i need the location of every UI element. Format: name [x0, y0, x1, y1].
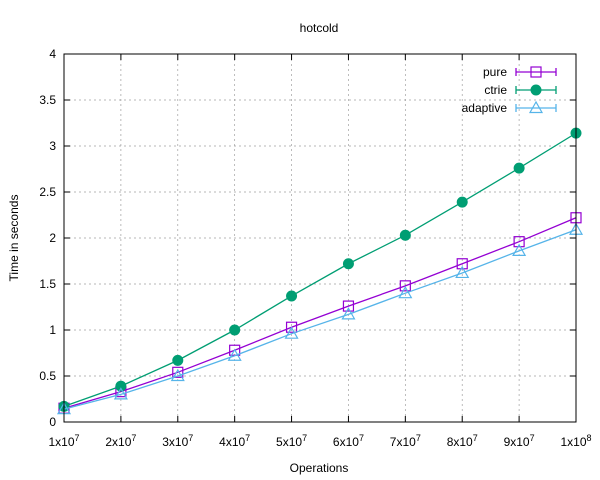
ctrie-point — [399, 229, 411, 241]
grid — [64, 54, 576, 422]
y-tick-label: 3.5 — [39, 93, 56, 107]
ctrie-point — [513, 162, 525, 174]
chart-title: hotcold — [300, 21, 339, 35]
x-tick-label: 9x107 — [504, 433, 535, 449]
ctrie-point — [115, 380, 127, 392]
pure-point — [456, 258, 468, 270]
adaptive-point — [284, 326, 299, 339]
adaptive-line — [63, 229, 577, 410]
adaptive-point — [227, 348, 242, 361]
legend-marker-pure — [530, 66, 542, 78]
plot-frame — [63, 53, 577, 423]
adaptive-point — [512, 243, 527, 256]
ctrie-point — [456, 196, 468, 208]
y-axis-title: Time in seconds — [7, 195, 21, 282]
y-tick-label: 1.5 — [39, 277, 56, 291]
pure-line — [63, 217, 577, 409]
x-axis-title: Operations — [290, 461, 349, 475]
axis-ticks: 0 0.5 1 1.5 2 2.5 3 3.5 4 1x107 2x107 3x107 4x107 5x1… — [39, 47, 591, 449]
y-tick-label: 0.5 — [39, 369, 56, 383]
pure-point — [172, 366, 184, 378]
pure-point — [342, 300, 355, 312]
x-tick-label: 2x107 — [105, 433, 136, 449]
pure-point — [513, 236, 525, 248]
ctrie-point — [286, 290, 298, 302]
ctrie-point — [172, 354, 184, 366]
series-adaptive — [56, 222, 584, 415]
legend-marker-ctrie — [530, 84, 542, 96]
legend-label-pure: pure — [483, 65, 507, 79]
adaptive-point — [341, 307, 356, 320]
y-tick-label: 3 — [49, 139, 56, 153]
pure-point — [285, 321, 298, 333]
series-ctrie — [58, 127, 582, 412]
adaptive-point — [170, 368, 185, 382]
adaptive-point — [398, 285, 413, 299]
legend-label-adaptive: adaptive — [462, 101, 508, 115]
y-tick-label: 4 — [49, 47, 56, 61]
y-tick-label: 0 — [49, 415, 56, 429]
series-pure — [58, 212, 582, 414]
legend-label-ctrie: ctrie — [484, 83, 507, 97]
ctrie-line — [63, 132, 577, 407]
x-tick-label: 4x107 — [219, 433, 250, 449]
ctrie-point — [342, 258, 354, 270]
x-tick-label: 6x107 — [333, 433, 364, 449]
x-tick-label: 8x107 — [447, 433, 478, 449]
y-tick-label: 2 — [49, 231, 56, 245]
pure-point — [399, 280, 411, 292]
legend-marker-adaptive — [528, 100, 544, 114]
y-tick-label: 1 — [49, 323, 56, 337]
adaptive-point — [455, 265, 470, 279]
x-tick-label: 1x108 — [560, 433, 591, 449]
x-tick-label: 7x107 — [390, 433, 421, 449]
adaptive-point — [113, 387, 128, 400]
legend: pure ctrie adaptive — [462, 65, 557, 115]
y-tick-label: 2.5 — [39, 185, 56, 199]
ctrie-point — [229, 324, 241, 336]
x-tick-label: 5x107 — [276, 433, 307, 449]
x-tick-label: 3x107 — [162, 433, 193, 449]
x-tick-label: 1x107 — [48, 433, 79, 449]
series-group — [56, 127, 584, 415]
